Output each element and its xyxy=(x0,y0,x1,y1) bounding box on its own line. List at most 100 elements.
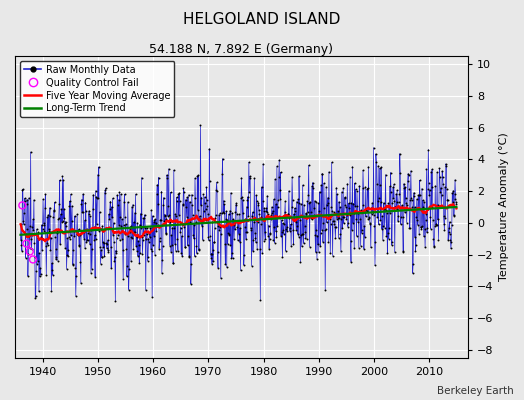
Point xyxy=(124,232,133,239)
Point xyxy=(195,213,204,219)
Point xyxy=(356,216,364,222)
Point xyxy=(102,245,111,252)
Point xyxy=(149,218,158,225)
Point xyxy=(114,196,123,203)
Point xyxy=(295,200,303,206)
Point xyxy=(120,199,128,206)
Point xyxy=(420,225,429,232)
Point xyxy=(390,249,399,255)
Point xyxy=(415,230,423,237)
Point xyxy=(133,220,141,226)
Point xyxy=(215,227,224,233)
Point xyxy=(146,225,155,231)
Point xyxy=(246,175,254,181)
Point xyxy=(56,241,64,247)
Point xyxy=(401,209,409,216)
Point xyxy=(153,182,161,188)
Point xyxy=(26,149,35,155)
Point xyxy=(200,208,209,214)
Point xyxy=(327,204,335,210)
Point xyxy=(168,224,177,231)
Point xyxy=(314,249,323,256)
Point xyxy=(313,256,321,262)
Point xyxy=(287,221,295,228)
Point xyxy=(263,208,271,215)
Point xyxy=(123,263,132,269)
Point xyxy=(384,230,392,236)
Point xyxy=(392,191,400,197)
Point xyxy=(269,237,277,243)
Point xyxy=(203,197,211,203)
Point xyxy=(439,181,447,187)
Point xyxy=(446,237,455,244)
Point xyxy=(414,192,423,198)
Point xyxy=(254,202,262,208)
Point xyxy=(73,230,82,237)
Point xyxy=(130,229,138,235)
Point xyxy=(336,231,345,238)
Point xyxy=(417,226,425,232)
Point xyxy=(243,229,251,236)
Point xyxy=(68,203,77,209)
Point xyxy=(55,201,63,207)
Point xyxy=(70,227,78,234)
Point xyxy=(78,208,86,215)
Point xyxy=(238,196,247,203)
Point xyxy=(158,257,167,263)
Point xyxy=(404,170,412,177)
Point xyxy=(49,272,57,278)
Point xyxy=(446,231,454,238)
Point xyxy=(432,222,441,228)
Point xyxy=(266,231,275,237)
Point xyxy=(330,209,338,216)
Point xyxy=(110,238,118,245)
Point xyxy=(39,196,47,202)
Point xyxy=(59,218,67,224)
Point xyxy=(397,214,406,220)
Point xyxy=(145,239,153,245)
Point xyxy=(266,230,274,237)
Point xyxy=(241,224,249,230)
Point xyxy=(151,252,159,258)
Point xyxy=(372,158,380,165)
Point xyxy=(272,201,280,208)
Point xyxy=(363,208,371,214)
Point xyxy=(382,206,390,213)
Point xyxy=(211,225,219,231)
Point xyxy=(200,216,208,223)
Point xyxy=(41,243,50,249)
Point xyxy=(428,166,436,172)
Point xyxy=(337,216,345,222)
Point xyxy=(430,243,439,250)
Point xyxy=(298,243,306,250)
Point xyxy=(311,249,320,255)
Point xyxy=(264,211,272,218)
Point xyxy=(115,189,124,196)
Point xyxy=(296,258,304,265)
Point xyxy=(379,200,388,206)
Point xyxy=(27,236,35,242)
Point xyxy=(312,199,320,205)
Point xyxy=(315,189,324,195)
Point xyxy=(398,202,406,208)
Point xyxy=(326,250,334,256)
Point xyxy=(269,196,278,202)
Point xyxy=(279,227,288,234)
Point xyxy=(69,262,77,268)
Point xyxy=(41,205,49,211)
Point xyxy=(198,218,206,224)
Point xyxy=(20,195,29,202)
Point xyxy=(229,216,237,222)
Point xyxy=(137,174,146,181)
Point xyxy=(271,176,279,182)
Point xyxy=(78,196,86,203)
Point xyxy=(162,230,171,236)
Point xyxy=(223,264,231,270)
Point xyxy=(166,242,174,249)
Point xyxy=(53,228,61,234)
Point xyxy=(180,188,188,195)
Point xyxy=(113,192,122,198)
Point xyxy=(281,248,290,254)
Point xyxy=(214,265,222,271)
Point xyxy=(431,222,440,228)
